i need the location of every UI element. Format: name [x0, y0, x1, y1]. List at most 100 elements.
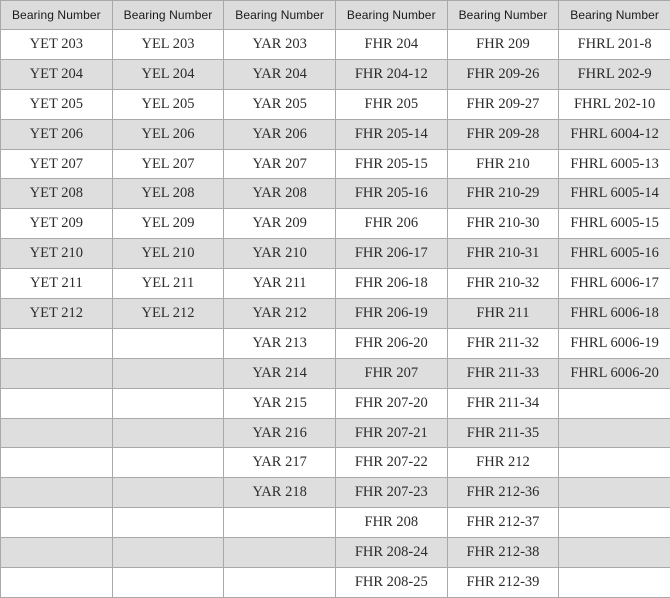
table-cell-fhr_b: FHR 212-37 — [447, 508, 559, 538]
table-cell-yel: YEL 210 — [112, 239, 224, 269]
table-cell-yar: YAR 212 — [224, 299, 336, 329]
table-cell-fhr_b: FHR 209-26 — [447, 59, 559, 89]
table-cell-fhr_a: FHR 208-24 — [335, 538, 447, 568]
table-cell-empty — [1, 358, 113, 388]
table-cell-fhr_a: FHR 206-17 — [335, 239, 447, 269]
table-cell-empty — [112, 508, 224, 538]
table-cell-fhr_a: FHR 204-12 — [335, 59, 447, 89]
table-cell-yar: YAR 216 — [224, 418, 336, 448]
table-cell-fhr_b: FHR 211-34 — [447, 388, 559, 418]
table-cell-fhr_a: FHR 207-21 — [335, 418, 447, 448]
table-cell-yar: YAR 218 — [224, 478, 336, 508]
table-cell-fhr_a: FHR 207-22 — [335, 448, 447, 478]
table-cell-fhrl: FHRL 6005-14 — [559, 179, 670, 209]
table-cell-empty — [1, 508, 113, 538]
table-cell-yar: YAR 209 — [224, 209, 336, 239]
table-cell-fhrl: FHRL 6006-18 — [559, 299, 670, 329]
table-cell-fhr_a: FHR 207-23 — [335, 478, 447, 508]
table-cell-empty — [559, 418, 670, 448]
table-cell-fhrl: FHRL 6006-17 — [559, 269, 670, 299]
table-cell-fhr_b: FHR 211-33 — [447, 358, 559, 388]
table-cell-fhr_a: FHR 205-14 — [335, 119, 447, 149]
table-cell-fhr_b: FHR 211-32 — [447, 328, 559, 358]
table-cell-yel: YEL 203 — [112, 30, 224, 60]
table-cell-fhrl: FHRL 202-9 — [559, 59, 670, 89]
table-header: Bearing Number Bearing Number Bearing Nu… — [1, 1, 670, 30]
table-cell-yet: YET 206 — [1, 119, 113, 149]
table-cell-fhr_b: FHR 212 — [447, 448, 559, 478]
table-cell-fhrl: FHRL 201-8 — [559, 30, 670, 60]
table-cell-fhr_b: FHR 209 — [447, 30, 559, 60]
table-cell-fhr_a: FHR 206-19 — [335, 299, 447, 329]
table-cell-yel: YEL 212 — [112, 299, 224, 329]
table-cell-fhr_b: FHR 211 — [447, 299, 559, 329]
table-cell-fhr_b: FHR 210 — [447, 149, 559, 179]
table-cell-fhr_b: FHR 210-30 — [447, 209, 559, 239]
column-header-yar: Bearing Number — [224, 1, 336, 30]
table-cell-empty — [559, 508, 670, 538]
table-cell-fhr_b: FHR 210-29 — [447, 179, 559, 209]
table-cell-empty — [559, 568, 670, 598]
table-cell-fhr_b: FHR 209-27 — [447, 89, 559, 119]
table-cell-empty — [1, 328, 113, 358]
table-cell-empty — [112, 328, 224, 358]
table-cell-fhrl: FHRL 6006-19 — [559, 328, 670, 358]
table-cell-fhrl: FHRL 202-10 — [559, 89, 670, 119]
table-cell-yel: YEL 211 — [112, 269, 224, 299]
table-cell-empty — [559, 388, 670, 418]
table-cell-empty — [1, 448, 113, 478]
table-cell-yel: YEL 204 — [112, 59, 224, 89]
table-cell-yar: YAR 215 — [224, 388, 336, 418]
table-header-row: Bearing Number Bearing Number Bearing Nu… — [1, 1, 670, 30]
table-cell-fhr_b: FHR 211-35 — [447, 418, 559, 448]
table-cell-yet: YET 209 — [1, 209, 113, 239]
table-cell-yar: YAR 217 — [224, 448, 336, 478]
column-header-fhr-a: Bearing Number — [335, 1, 447, 30]
table-cell-yet: YET 212 — [1, 299, 113, 329]
table-cell-yar: YAR 211 — [224, 269, 336, 299]
table-cell-empty — [112, 568, 224, 598]
table-cell-empty — [559, 478, 670, 508]
table-cell-empty — [112, 388, 224, 418]
table-cell-yar: YAR 213 — [224, 328, 336, 358]
table-cell-fhr_a: FHR 206 — [335, 209, 447, 239]
table-cell-fhr_b: FHR 212-38 — [447, 538, 559, 568]
table-cell-fhr_a: FHR 205 — [335, 89, 447, 119]
table-cell-yel: YEL 208 — [112, 179, 224, 209]
table-cell-empty — [1, 478, 113, 508]
table-cell-empty — [112, 448, 224, 478]
table-cell-yet: YET 203 — [1, 30, 113, 60]
table-cell-yel: YEL 206 — [112, 119, 224, 149]
table-cell-yar: YAR 210 — [224, 239, 336, 269]
table-cell-yar: YAR 207 — [224, 149, 336, 179]
table-cell-fhr_a: FHR 206-18 — [335, 269, 447, 299]
table-cell-fhr_a: FHR 208-25 — [335, 568, 447, 598]
table-cell-fhr_a: FHR 205-15 — [335, 149, 447, 179]
table-cell-fhr_b: FHR 210-32 — [447, 269, 559, 299]
table-cell-fhr_a: FHR 204 — [335, 30, 447, 60]
table-cell-empty — [112, 358, 224, 388]
table-cell-yet: YET 210 — [1, 239, 113, 269]
table-cell-fhr_a: FHR 208 — [335, 508, 447, 538]
table-cell-fhrl: FHRL 6004-12 — [559, 119, 670, 149]
column-header-yel: Bearing Number — [112, 1, 224, 30]
table-cell-empty — [559, 448, 670, 478]
table-cell-yar: YAR 203 — [224, 30, 336, 60]
table-cell-yel: YEL 205 — [112, 89, 224, 119]
table-cell-yet: YET 204 — [1, 59, 113, 89]
column-header-yet: Bearing Number — [1, 1, 113, 30]
table-cell-fhrl: FHRL 6005-16 — [559, 239, 670, 269]
table-cell-yet: YET 205 — [1, 89, 113, 119]
table-cell-empty — [559, 538, 670, 568]
table-cell-empty — [1, 418, 113, 448]
table-cell-fhr_a: FHR 206-20 — [335, 328, 447, 358]
